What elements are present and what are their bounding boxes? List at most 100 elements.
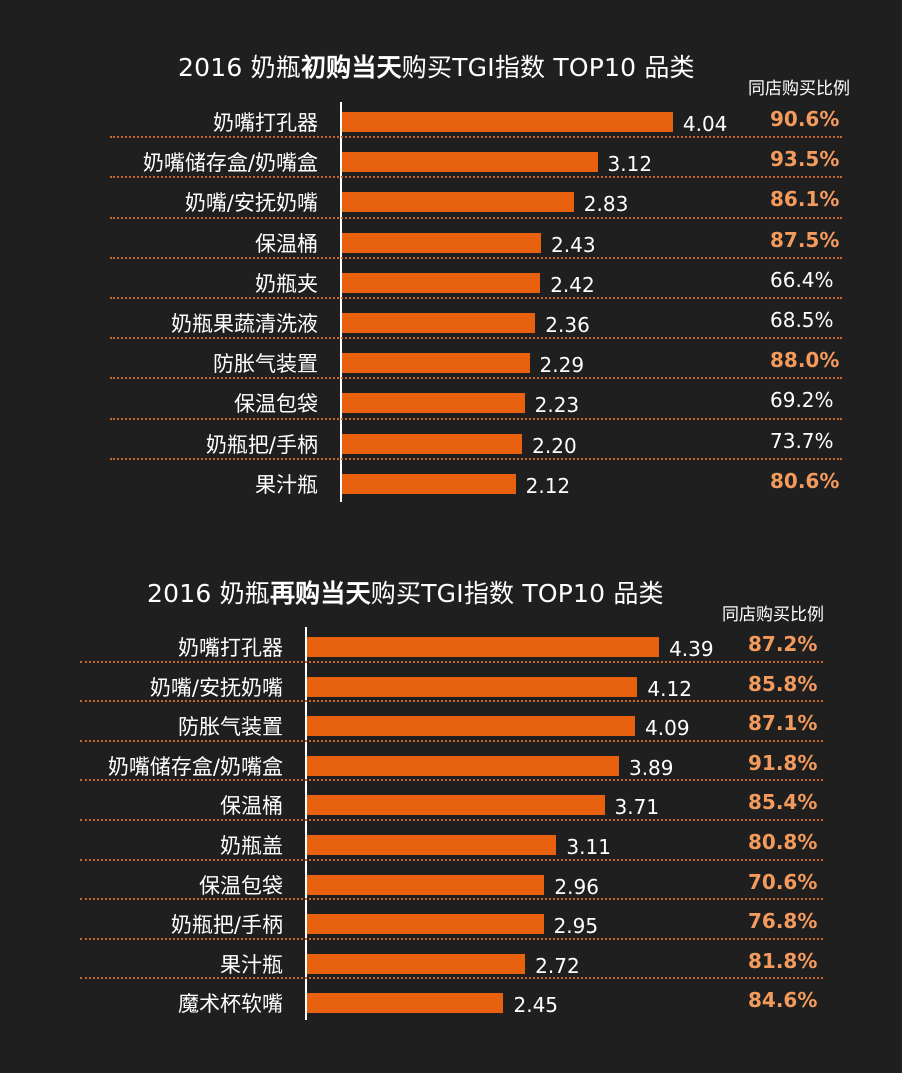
chart-title-emphasis: 初购当天	[300, 53, 402, 82]
category-label: 保温桶	[220, 794, 283, 819]
share-value: 85.8%	[748, 671, 818, 696]
data-label: 2.72	[535, 953, 580, 978]
share-value: 66.4%	[770, 267, 834, 292]
share-value: 84.6%	[748, 988, 818, 1013]
data-label: 4.39	[669, 637, 714, 661]
share-value: 87.5%	[770, 227, 840, 252]
bar	[342, 152, 598, 173]
bar	[342, 313, 536, 333]
row-separator	[110, 297, 842, 299]
share-value: 70.6%	[748, 869, 818, 894]
data-label: 2.29	[539, 353, 585, 378]
row-separator	[80, 739, 823, 742]
share-column-header: 同店购买比例	[722, 605, 824, 625]
share-value: 86.1%	[770, 187, 840, 212]
category-label: 保温包袋	[199, 873, 283, 898]
data-label: 2.20	[532, 433, 577, 458]
data-label: 3.11	[566, 835, 611, 859]
category-label: 奶瓶夹	[255, 271, 318, 296]
row-separator	[80, 858, 823, 861]
chart-title: 2016 奶瓶初购当天购买TGI指数 TOP10 品类	[178, 48, 902, 84]
bar	[307, 676, 638, 697]
data-label: 4.12	[647, 676, 692, 701]
row-separator	[80, 977, 823, 980]
bar	[307, 795, 605, 816]
data-label: 2.96	[554, 874, 599, 899]
category-label: 奶嘴打孔器	[213, 111, 318, 135]
bar	[307, 993, 504, 1014]
bar	[307, 755, 619, 776]
row-separator	[80, 898, 823, 901]
row-separator	[110, 337, 842, 340]
bar	[342, 433, 523, 454]
share-value: 90.6%	[770, 107, 840, 131]
data-label: 2.36	[545, 313, 590, 337]
share-value: 85.4%	[748, 790, 818, 815]
category-label: 奶嘴/安抚奶嘴	[149, 675, 283, 700]
chart-title: 2016 奶瓶再购当天购买TGI指数 TOP10 品类	[147, 574, 902, 610]
row-separator	[80, 660, 823, 663]
category-label: 保温包袋	[234, 392, 318, 417]
share-value: 80.8%	[748, 830, 818, 854]
share-value: 80.6%	[770, 468, 840, 493]
data-label: 4.09	[645, 716, 690, 741]
row-separator	[110, 136, 842, 139]
chart-title-prefix: 2016 奶瓶	[178, 53, 301, 82]
bar	[307, 874, 545, 895]
share-value: 87.2%	[748, 632, 818, 656]
bar	[342, 473, 516, 494]
category-label: 防胀气装置	[213, 352, 318, 377]
data-label: 2.12	[525, 473, 571, 498]
data-label: 4.04	[682, 112, 728, 136]
data-label: 3.71	[614, 795, 660, 820]
data-label: 2.45	[513, 993, 559, 1018]
category-label: 奶嘴打孔器	[178, 636, 283, 660]
bar	[342, 232, 542, 253]
bar	[307, 914, 544, 935]
bar	[307, 637, 660, 657]
share-value: 69.2%	[770, 388, 834, 413]
share-value: 76.8%	[748, 909, 818, 934]
share-value: 87.1%	[748, 711, 818, 736]
data-label: 3.89	[628, 755, 674, 780]
chart-title-emphasis: 再购当天	[269, 579, 371, 608]
chart-title-suffix: 购买TGI指数 TOP10 品类	[370, 579, 664, 608]
category-label: 魔术杯软嘴	[178, 992, 283, 1017]
y-axis-line	[340, 102, 342, 502]
row-separator	[80, 937, 823, 940]
bar	[307, 953, 526, 974]
category-label: 防胀气装置	[178, 715, 283, 740]
row-separator	[80, 700, 823, 703]
category-label: 奶嘴/安抚奶嘴	[184, 191, 318, 216]
bar	[342, 272, 541, 293]
category-label: 奶瓶盖	[220, 834, 283, 858]
row-separator	[80, 819, 823, 821]
chart-title-prefix: 2016 奶瓶	[147, 579, 270, 608]
share-value: 81.8%	[748, 948, 818, 973]
data-label: 2.43	[551, 232, 596, 257]
row-separator	[110, 256, 842, 259]
category-label: 奶瓶把/手柄	[205, 432, 318, 457]
bar	[342, 192, 574, 213]
data-label: 2.83	[583, 192, 629, 217]
share-value: 73.7%	[770, 428, 834, 453]
share-value: 91.8%	[748, 750, 818, 775]
bar	[307, 835, 557, 855]
chart-title-suffix: 购买TGI指数 TOP10 品类	[401, 53, 695, 82]
category-label: 保温桶	[255, 231, 318, 256]
category-label: 奶嘴储存盒/奶嘴盒	[142, 151, 318, 176]
share-column-header: 同店购买比例	[748, 79, 850, 99]
category-label: 奶嘴储存盒/奶嘴盒	[107, 754, 283, 779]
category-label: 果汁瓶	[255, 472, 318, 497]
category-label: 果汁瓶	[220, 952, 283, 977]
data-label: 2.23	[534, 393, 580, 418]
row-separator	[80, 779, 823, 782]
row-separator	[110, 417, 842, 420]
data-label: 3.12	[607, 152, 653, 177]
bar	[342, 112, 673, 132]
data-label: 2.95	[553, 914, 599, 939]
share-value: 68.5%	[770, 308, 834, 332]
share-value: 88.0%	[770, 348, 840, 373]
row-separator	[110, 216, 842, 219]
y-axis-line	[305, 627, 307, 1020]
